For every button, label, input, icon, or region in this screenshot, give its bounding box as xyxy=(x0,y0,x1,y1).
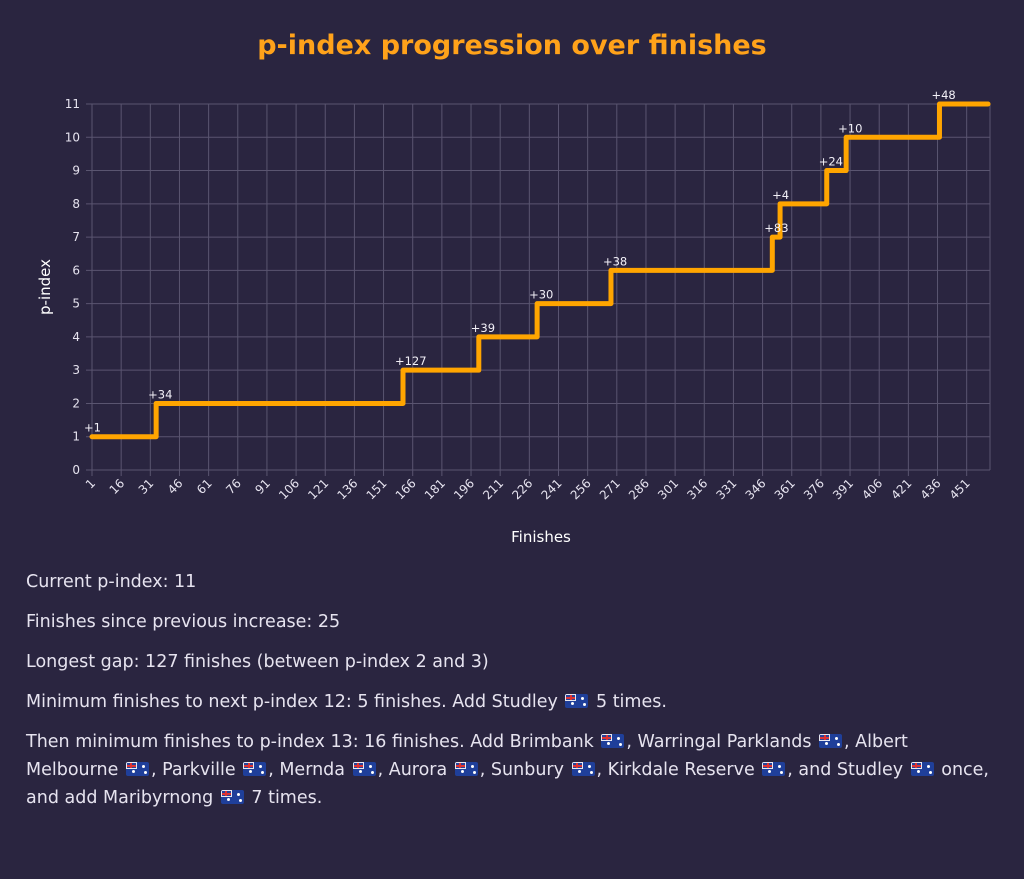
finishes-since-increase: Finishes since previous increase: 25 xyxy=(26,612,341,632)
x-tick-label: 151 xyxy=(364,476,390,502)
x-tick-label: 91 xyxy=(252,476,273,497)
step-labels: +1 +34 +127 +39 +30 +38 +83 +4 +24 +10 +48 xyxy=(84,88,956,435)
australian-flag-icon xyxy=(220,790,244,804)
x-tick-label: 316 xyxy=(684,476,710,502)
next-p-index: Minimum finishes to next p-index 12: 5 f… xyxy=(26,692,667,712)
x-tick-label: 181 xyxy=(422,476,448,502)
australian-flag-icon xyxy=(454,762,478,776)
x-tick-label: 346 xyxy=(743,476,769,502)
y-tick-label: 10 xyxy=(65,130,80,144)
p-index-step-line xyxy=(89,101,991,440)
x-tick-label: 256 xyxy=(568,476,594,502)
then-p-index: Then minimum finishes to p-index 13: 16 … xyxy=(26,732,989,808)
x-tick-label: 376 xyxy=(801,476,827,502)
australian-flag-icon xyxy=(819,734,843,748)
longest-gap: Longest gap: 127 finishes (between p-ind… xyxy=(26,652,489,672)
australian-flag-icon xyxy=(352,762,376,776)
step-increase-label: +30 xyxy=(529,288,553,302)
australian-flag-icon xyxy=(565,694,589,708)
australian-flag-icon xyxy=(910,762,934,776)
australian-flag-icon xyxy=(243,762,267,776)
x-tick-label: 271 xyxy=(597,476,623,502)
x-tick-label: 31 xyxy=(136,476,157,497)
x-axis-label: Finishes xyxy=(511,528,571,546)
x-tick-label: 406 xyxy=(859,476,885,502)
step-increase-label: +127 xyxy=(395,354,427,368)
y-tick-label: 0 xyxy=(72,463,80,477)
y-tick-label: 1 xyxy=(72,430,80,444)
australian-flag-icon xyxy=(601,734,625,748)
x-tick-label: 226 xyxy=(509,476,535,502)
x-tick-label: 136 xyxy=(334,476,360,502)
x-tick-label: 1 xyxy=(83,476,98,491)
y-tick-label: 4 xyxy=(72,330,80,344)
x-tick-label: 46 xyxy=(165,476,186,497)
chart-title: p-index progression over finishes xyxy=(257,30,767,61)
step-increase-label: +38 xyxy=(603,254,627,268)
x-tick-label: 166 xyxy=(393,476,419,502)
step-increase-label: +48 xyxy=(931,88,955,102)
y-tick-label: 11 xyxy=(65,97,80,111)
stats-panel: Current p-index: 11 Finishes since previ… xyxy=(26,568,1001,824)
x-tick-label: 106 xyxy=(276,476,302,502)
australian-flag-icon xyxy=(571,762,595,776)
grid xyxy=(86,103,991,476)
y-axis-ticks: 0 1 2 3 4 5 6 7 8 9 10 11 xyxy=(65,97,80,477)
step-increase-label: +83 xyxy=(764,221,788,235)
step-increase-label: +10 xyxy=(838,121,862,135)
y-tick-label: 5 xyxy=(72,297,80,311)
x-tick-label: 121 xyxy=(305,476,331,502)
australian-flag-icon xyxy=(125,762,149,776)
step-increase-label: +34 xyxy=(148,387,172,401)
x-tick-label: 421 xyxy=(888,476,914,502)
step-increase-label: +24 xyxy=(819,155,843,169)
x-axis-ticks: 1 16 31 46 61 76 91 106 121 136 151 166 181 196 211 226… xyxy=(83,476,973,502)
x-tick-label: 436 xyxy=(918,476,944,502)
x-tick-label: 331 xyxy=(713,476,739,502)
x-tick-label: 241 xyxy=(539,476,565,502)
y-tick-label: 3 xyxy=(72,363,80,377)
x-tick-label: 361 xyxy=(772,476,798,502)
x-tick-label: 211 xyxy=(480,476,506,502)
step-increase-label: +39 xyxy=(471,321,495,335)
x-tick-label: 196 xyxy=(451,476,477,502)
x-tick-label: 16 xyxy=(107,476,128,497)
x-tick-label: 451 xyxy=(947,476,973,502)
step-increase-label: +4 xyxy=(772,188,789,202)
current-p-index: Current p-index: 11 xyxy=(26,572,197,592)
y-tick-label: 9 xyxy=(72,164,80,178)
x-tick-label: 286 xyxy=(626,476,652,502)
x-tick-label: 61 xyxy=(194,476,215,497)
y-axis-label: p-index xyxy=(36,259,54,315)
y-tick-label: 6 xyxy=(72,263,80,277)
x-tick-label: 391 xyxy=(830,476,856,502)
y-tick-label: 8 xyxy=(72,197,80,211)
australian-flag-icon xyxy=(762,762,786,776)
x-tick-label: 76 xyxy=(223,476,244,497)
step-increase-label: +1 xyxy=(84,421,101,435)
x-tick-label: 301 xyxy=(655,476,681,502)
y-tick-label: 7 xyxy=(72,230,80,244)
y-tick-label: 2 xyxy=(72,396,80,410)
